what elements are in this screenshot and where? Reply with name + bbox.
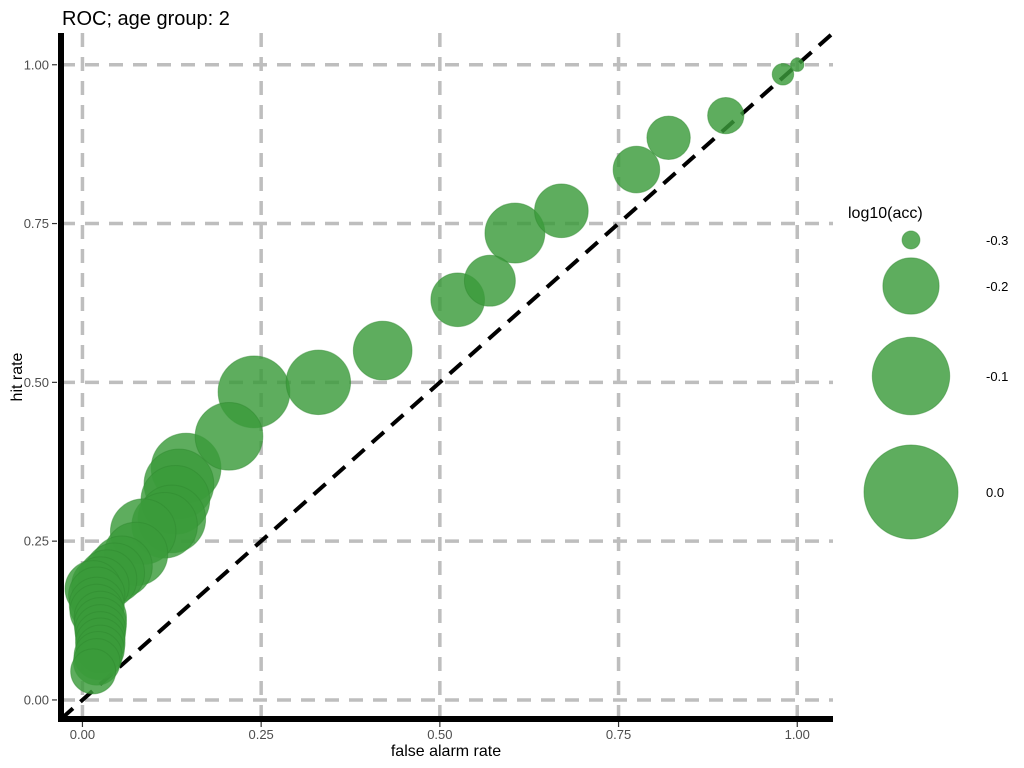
x-tick-label-2: 0.50 [427,727,452,742]
legend-key-2 [871,336,951,416]
y-axis-title: hit rate [9,352,26,401]
data-point-5 [534,183,589,239]
diagonal-line [59,31,835,721]
data-point-0 [790,57,805,72]
data-point-4 [612,145,661,194]
data-point-36 [70,648,117,695]
reference-diagonal [59,31,835,721]
y-tick-label-3: 0.75 [24,216,49,231]
data-point-10 [285,349,352,416]
x-tick-label-1: 0.25 [248,727,273,742]
data-point-1 [771,63,795,86]
data-point-7 [463,254,516,307]
legend-title: log10(acc) [848,205,923,222]
size-legend: -0.3 -0.2 -0.1 0.0 [863,230,1008,540]
y-tick-label-2: 0.50 [24,375,49,390]
chart-title: ROC; age group: 2 [62,8,230,30]
legend-label-0: -0.3 [986,233,1008,248]
legend-key-0 [901,230,921,250]
y-tick-label-4: 1.00 [24,57,49,72]
legend-label-2: -0.1 [986,369,1008,384]
data-points [64,57,805,695]
x-tick-label-4: 1.00 [785,727,810,742]
x-axis-title: false alarm rate [391,743,501,760]
data-point-2 [707,96,745,135]
x-tick-label-0: 0.00 [70,727,95,742]
legend-key-1 [882,257,940,315]
legend-label-1: -0.2 [986,279,1008,294]
y-tick-label-1: 0.25 [24,534,49,549]
axis-ticks: 0.00 0.25 0.50 0.75 1.00 0.00 0.25 0.50 0.75 1.00 [24,57,810,742]
y-tick-label-0: 0.00 [24,692,49,707]
legend-label-3: 0.0 [986,485,1004,500]
data-point-12 [194,402,264,471]
data-point-3 [646,115,691,160]
gridlines [61,33,833,719]
legend-key-3 [863,444,959,540]
x-tick-label-3: 0.75 [606,727,631,742]
data-point-6 [484,202,546,264]
data-point-9 [352,320,413,381]
